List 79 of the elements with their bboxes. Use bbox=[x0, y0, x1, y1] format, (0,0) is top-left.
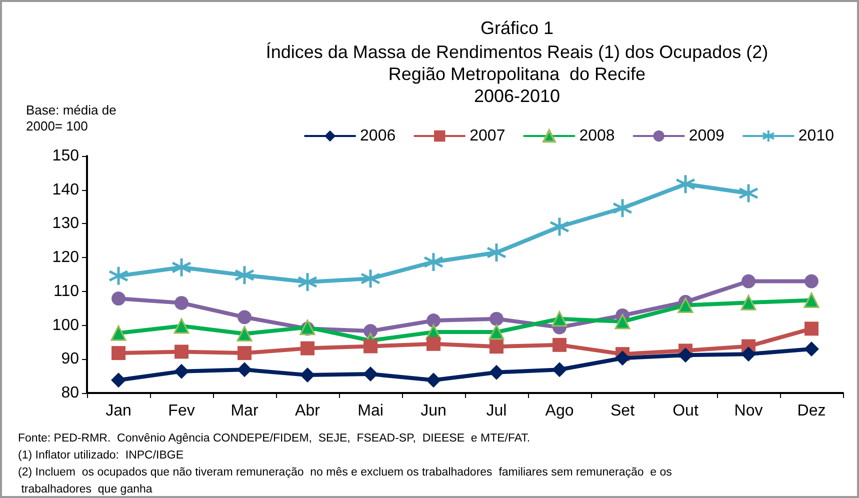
y-tick-label: 130 bbox=[52, 215, 80, 232]
point bbox=[804, 322, 818, 336]
point bbox=[110, 325, 126, 341]
point bbox=[426, 336, 440, 351]
y-tick-label: 90 bbox=[61, 350, 80, 368]
text: (1) Inflator utilizado: INPC/IBGE bbox=[18, 450, 184, 462]
point bbox=[300, 341, 314, 356]
point bbox=[804, 341, 819, 356]
y-tick-label: 120 bbox=[52, 249, 80, 266]
y-tick-label: 150 bbox=[52, 148, 80, 164]
point bbox=[238, 310, 252, 324]
legend-label: 2007 bbox=[470, 128, 506, 144]
point bbox=[237, 362, 252, 378]
text: Base: média de 2000= 100 bbox=[26, 102, 116, 134]
point bbox=[236, 326, 252, 342]
source-note: Fonte: PED-RMR. Convênio Agência CONDEPE/FIDEM, SEJE, FSEAD-SP, DIEESE e MTE/FAT. bbox=[18, 432, 530, 444]
point bbox=[238, 346, 252, 360]
point bbox=[111, 372, 126, 388]
point bbox=[112, 292, 126, 306]
point bbox=[552, 311, 568, 327]
point bbox=[490, 312, 504, 326]
x-tick-label: Ago bbox=[545, 402, 574, 420]
point bbox=[234, 264, 255, 286]
point bbox=[804, 274, 818, 288]
point bbox=[741, 346, 756, 362]
point bbox=[174, 364, 189, 379]
point bbox=[112, 346, 126, 360]
x-tick-label: Mar bbox=[230, 402, 259, 420]
legend-label: 2009 bbox=[688, 128, 725, 144]
chart-title: Gráfico 1 bbox=[480, 18, 554, 38]
point bbox=[552, 338, 566, 352]
point bbox=[490, 340, 504, 354]
point bbox=[678, 348, 693, 363]
point bbox=[804, 292, 820, 308]
x-tick-label: Nov bbox=[734, 402, 763, 420]
y-tick-label: 110 bbox=[53, 282, 80, 300]
point bbox=[742, 274, 756, 288]
x-tick-label: Dez bbox=[797, 402, 826, 420]
point bbox=[678, 298, 694, 314]
x-tick-label: Abr bbox=[295, 402, 321, 420]
point bbox=[614, 314, 630, 330]
point bbox=[360, 268, 381, 289]
point bbox=[552, 362, 567, 378]
point bbox=[363, 366, 378, 382]
y-tick-label: 140 bbox=[52, 181, 80, 198]
point bbox=[489, 364, 504, 380]
point bbox=[549, 216, 570, 238]
point bbox=[740, 294, 756, 310]
chart-subtitle: Índices da Massa de Rendimentos Reais (1) dos Ocupados (2) Região Metropolitana do Recife 2006-2010 bbox=[266, 42, 768, 106]
x-tick-label: Fev bbox=[168, 402, 195, 420]
legend-label: 2006 bbox=[360, 128, 396, 144]
x-tick-label: Jan bbox=[106, 402, 132, 420]
y-tick-label: 100 bbox=[52, 316, 80, 334]
point bbox=[108, 266, 129, 286]
y-tick-label: 80 bbox=[61, 384, 80, 402]
point bbox=[300, 368, 315, 383]
point bbox=[174, 344, 188, 359]
point bbox=[423, 252, 444, 272]
x-tick-label: Jul bbox=[486, 402, 507, 420]
point bbox=[738, 182, 759, 204]
point bbox=[171, 257, 192, 278]
x-tick-label: Out bbox=[672, 402, 699, 420]
x-tick-label: Jun bbox=[420, 402, 446, 420]
x-tick-label: Mai bbox=[358, 402, 384, 420]
point bbox=[612, 198, 633, 218]
point bbox=[675, 174, 696, 194]
x-tick-label: Set bbox=[610, 402, 636, 420]
point bbox=[615, 350, 630, 366]
point bbox=[297, 272, 318, 292]
point bbox=[488, 324, 504, 340]
point bbox=[426, 372, 441, 388]
point bbox=[364, 339, 378, 354]
text: (2) Incluem os ocupados que não tiveram remuneração no mês e excluem os trabalhadores familiares sem remuneração e os trabalhadores que ganha bbox=[18, 466, 672, 496]
legend-label: 2008 bbox=[579, 128, 615, 144]
point bbox=[426, 314, 440, 328]
legend-label: 2010 bbox=[798, 128, 834, 144]
point bbox=[486, 242, 507, 263]
point bbox=[174, 318, 190, 334]
point bbox=[174, 296, 188, 310]
